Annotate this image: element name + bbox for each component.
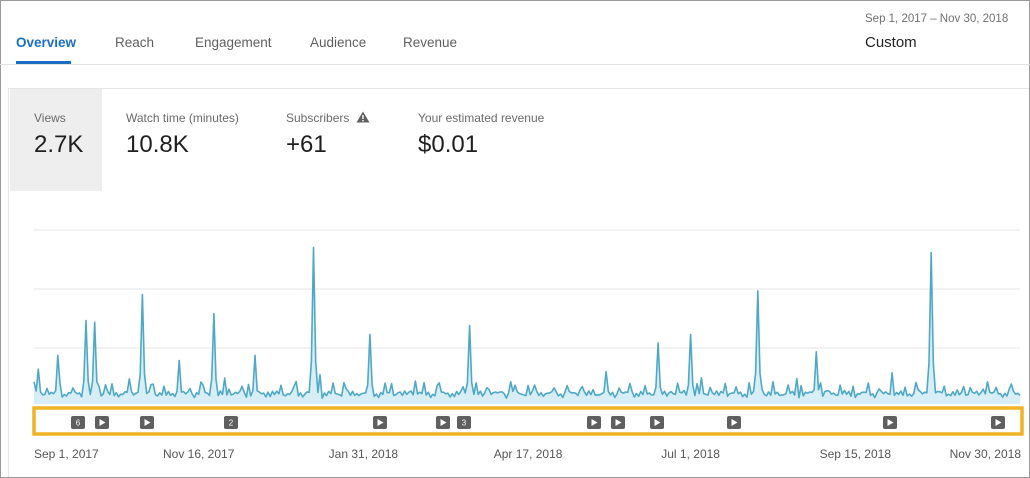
play-icon [887, 419, 894, 426]
x-tick-label: Sep 15, 2018 [820, 447, 892, 461]
metric-label: Views [34, 111, 66, 125]
play-icon [591, 419, 598, 426]
metric-value: +61 [286, 131, 327, 158]
views-area [34, 247, 1020, 404]
metric-value: $0.01 [418, 131, 479, 158]
video-marker[interactable] [727, 416, 741, 429]
x-tick-label: Jul 1, 2018 [661, 447, 720, 461]
play-icon [995, 419, 1002, 426]
metric-revenue[interactable]: Your estimated revenue $0.01 [399, 89, 569, 191]
video-group-marker[interactable]: 3 [457, 416, 471, 429]
metric-views[interactable]: Views 2.7K [10, 89, 102, 191]
metric-label: Subscribers [286, 111, 350, 125]
video-group-marker[interactable]: 2 [224, 416, 238, 429]
metric-value: 2.7K [34, 131, 84, 158]
video-marker[interactable] [436, 416, 450, 429]
video-markers-highlight [32, 406, 1024, 436]
tab-reach[interactable]: Reach [115, 35, 155, 50]
tab-overview[interactable]: Overview [16, 35, 77, 50]
video-marker[interactable] [883, 416, 897, 429]
video-group-marker[interactable]: 6 [71, 416, 85, 429]
tab-engagement[interactable]: Engagement [195, 35, 272, 50]
metric-value: 10.8K [126, 131, 189, 158]
video-markers: 6 2 3 [71, 416, 1005, 429]
chart-grid [34, 229, 1020, 349]
views-line [33, 246, 1021, 399]
warning-icon[interactable] [356, 111, 370, 123]
x-tick-label: Sep 1, 2017 [34, 447, 99, 461]
x-tick-label: Nov 16, 2017 [163, 447, 235, 461]
date-range-selector[interactable]: Custom [865, 34, 917, 51]
x-axis-ticks: Sep 1, 2017 Nov 16, 2017 Jan 31, 2018 Apr 1… [34, 447, 1021, 461]
x-tick-label: Jan 31, 2018 [329, 447, 399, 461]
play-icon [654, 419, 661, 426]
metric-label: Watch time (minutes) [126, 111, 239, 125]
play-icon [731, 419, 738, 426]
tab-revenue[interactable]: Revenue [403, 35, 458, 50]
video-marker[interactable] [140, 416, 154, 429]
play-icon [377, 419, 384, 426]
x-tick-label: Nov 30, 2018 [950, 447, 1022, 461]
play-icon [99, 419, 106, 426]
analytics-card: Views 2.7K Watch time (minutes) 10.8K Su… [8, 88, 1029, 477]
metric-label: Your estimated revenue [418, 111, 545, 125]
metric-subscribers[interactable]: Subscribers +61 [269, 89, 389, 191]
tab-audience[interactable]: Audience [310, 35, 367, 50]
video-marker[interactable] [587, 416, 601, 429]
video-marker[interactable] [373, 416, 387, 429]
metric-watch-time[interactable]: Watch time (minutes) 10.8K [109, 89, 259, 191]
active-tab-indicator [16, 61, 71, 64]
video-group-count: 2 [229, 419, 234, 428]
play-icon [615, 419, 622, 426]
video-marker[interactable] [991, 416, 1005, 429]
video-group-count: 6 [76, 419, 81, 428]
play-icon [144, 419, 151, 426]
video-marker[interactable] [611, 416, 625, 429]
date-range-text: Sep 1, 2017 – Nov 30, 2018 [865, 13, 1009, 25]
video-marker[interactable] [95, 416, 109, 429]
play-icon [440, 419, 447, 426]
video-group-count: 3 [462, 419, 467, 428]
tabs-divider [0, 64, 1030, 65]
x-tick-label: Apr 17, 2018 [494, 447, 563, 461]
video-marker[interactable] [650, 416, 664, 429]
